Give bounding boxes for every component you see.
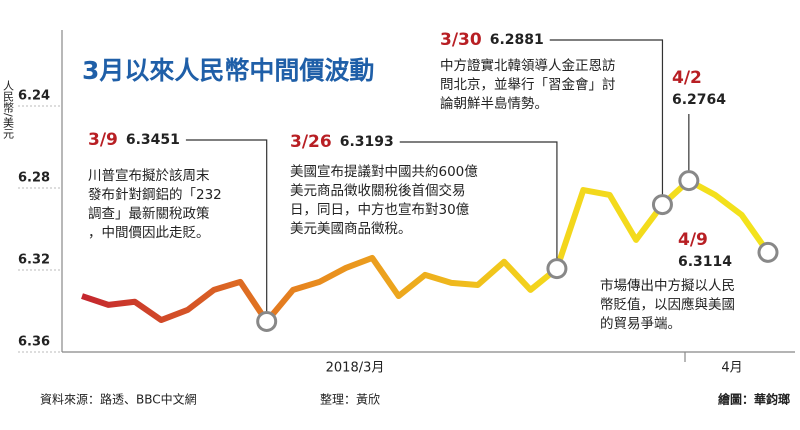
annotation-text: 的貿易爭端。: [600, 316, 681, 332]
annotation-text: 調查」最新關稅政策: [88, 205, 210, 222]
annotation-text: 市場傳出中方擬以人民: [600, 277, 735, 294]
annotation-text: 中方證實北韓領導人金正恩訪: [440, 57, 616, 74]
chart-title: 3月以來人民幣中間價波動: [82, 56, 374, 85]
annotation-text: 發布針對鋼鋁的「232: [88, 187, 222, 203]
annotation-text: 美元美國商品徵稅。: [290, 221, 412, 237]
line: [81, 177, 771, 325]
leader-line: [185, 139, 268, 322]
annotation-value: 6.3451: [126, 132, 180, 148]
highlight-point: [678, 170, 700, 192]
annotation-text: 問北京，並舉行「習金會」討: [440, 77, 616, 93]
annotation-date: 3/26: [290, 132, 332, 152]
x-label: 4月: [721, 361, 742, 376]
annotation-text: 幣貶值，以因應與美國: [600, 296, 735, 313]
annotation-text: ，中間價因此走貶。: [88, 225, 210, 241]
highlight-point: [757, 241, 779, 263]
annotation-text: 日，同日，中方也宣布對30億: [290, 202, 470, 218]
annotation-date: 3/30: [440, 30, 482, 50]
annotation-text: 美元商品徵收關稅後首個交易: [290, 182, 466, 199]
annotation-date: 4/2: [672, 68, 702, 88]
annotation-value: 6.3193: [340, 134, 394, 150]
annotation-value: 6.2881: [490, 32, 544, 48]
annotation-text: 美國宣布提議對中國共約600億: [290, 163, 478, 180]
x-label: 2018/3月: [326, 361, 385, 376]
y-axis-label: 人民幣/美元: [2, 80, 15, 139]
annotation-value: 6.2764: [672, 92, 726, 108]
annotation-value: 6.3114: [678, 254, 732, 270]
annotation-date: 4/9: [678, 230, 708, 250]
highlight-point: [651, 194, 673, 216]
editor: 整理：黃欣: [320, 392, 380, 407]
y-tick-label: 6.28: [18, 171, 50, 186]
highlight-point: [256, 310, 278, 332]
annotation-text: 川普宣布擬於該周末: [88, 168, 210, 184]
highlight-point: [546, 258, 568, 280]
y-tick-label: 6.36: [18, 335, 50, 350]
y-tick-label: 6.32: [18, 253, 50, 268]
artist: 繪圖：華鈞瑯: [718, 392, 790, 407]
leader-line: [399, 141, 558, 269]
leader-line: [549, 39, 664, 205]
y-tick-label: 6.24: [18, 89, 50, 104]
annotation-text: 論朝鮮半島情勢。: [440, 96, 548, 112]
source: 資料來源：路透、BBC中文網: [40, 392, 197, 407]
annotation-date: 3/9: [88, 130, 118, 150]
